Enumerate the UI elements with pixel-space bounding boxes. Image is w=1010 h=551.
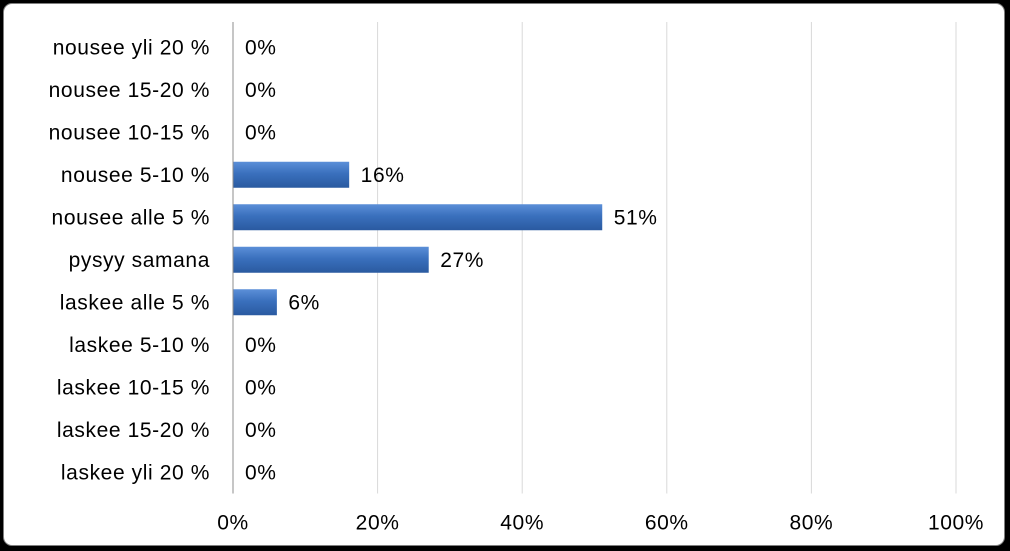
data-label-4: 51% (614, 206, 658, 229)
bar-4 (233, 204, 603, 231)
category-label-6: laskee alle 5 % (60, 291, 210, 314)
x-tick-label-40: 40% (500, 512, 544, 535)
x-tick-label-60: 60% (645, 512, 689, 535)
x-tick-label-20: 20% (356, 512, 400, 535)
x-tick-label-80: 80% (789, 512, 833, 535)
bar-6 (233, 289, 277, 316)
chart-frame: 0% 20% 40% 60% 80% 100% nousee yli 20 % 0% nouse… (3, 3, 1005, 546)
category-label-9: laskee 15-20 % (57, 419, 210, 442)
gridlines (377, 22, 957, 494)
bar-5 (233, 246, 429, 273)
labels: 0% 20% 40% 60% 80% 100% nousee yli 20 % 0% nouse… (49, 36, 984, 534)
x-tick-label-0: 0% (217, 512, 249, 535)
data-label-7: 0% (245, 334, 277, 357)
data-label-10: 0% (245, 461, 277, 484)
data-label-5: 27% (440, 249, 484, 272)
category-label-10: laskee yli 20 % (61, 461, 210, 484)
data-label-1: 0% (245, 79, 277, 102)
x-tick-label-100: 100% (928, 512, 984, 535)
category-label-8: laskee 10-15 % (57, 376, 210, 399)
data-label-2: 0% (245, 121, 277, 144)
data-label-6: 6% (288, 291, 320, 314)
data-label-3: 16% (361, 164, 405, 187)
bar-3 (233, 161, 350, 188)
data-label-9: 0% (245, 419, 277, 442)
category-label-0: nousee yli 20 % (53, 36, 210, 59)
category-label-7: laskee 5-10 % (69, 334, 210, 357)
category-label-3: nousee 5-10 % (61, 164, 210, 187)
data-label-0: 0% (245, 36, 277, 59)
data-label-8: 0% (245, 376, 277, 399)
category-label-1: nousee 15-20 % (49, 79, 210, 102)
category-label-4: nousee alle 5 % (52, 206, 210, 229)
category-label-2: nousee 10-15 % (49, 121, 210, 144)
bars (233, 161, 603, 316)
category-label-5: pysyy samana (69, 249, 210, 272)
bar-chart: 0% 20% 40% 60% 80% 100% nousee yli 20 % 0% nouse… (49, 22, 984, 535)
